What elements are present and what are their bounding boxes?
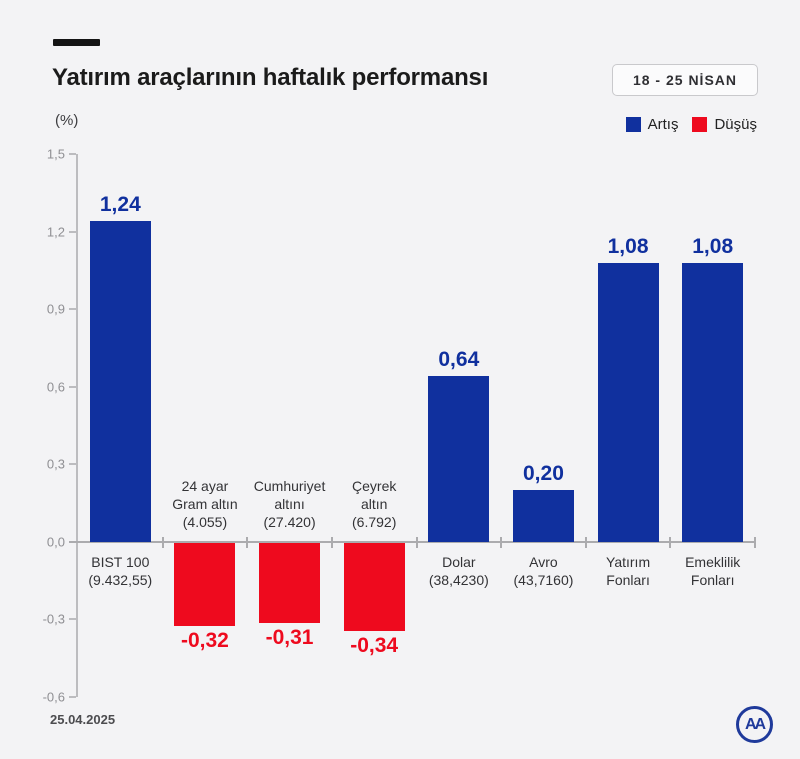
y-axis-line	[76, 154, 78, 697]
category-label-line: Yatırım	[606, 553, 651, 570]
category-label: Yatırım Fonları	[606, 553, 650, 589]
category-boundary-tick	[246, 536, 249, 548]
zero-baseline	[69, 540, 755, 543]
bar-positive	[597, 262, 659, 542]
bar-value-label: -0,31	[265, 626, 314, 649]
bar-value-label: 0,64	[438, 348, 480, 372]
bar-value-label: 1,08	[607, 234, 649, 258]
bar-value-label: -0,32	[181, 628, 229, 652]
category-label-line: Dolar	[442, 553, 476, 570]
category-label-line: (4.055)	[182, 513, 228, 530]
category-boundary-tick	[330, 536, 333, 548]
y-axis-tick-label: 0,9	[46, 301, 65, 317]
bar-positive	[89, 221, 151, 542]
category-label-line: (38,4230)	[428, 571, 489, 588]
date-range-label: 18 - 25 NİSAN	[632, 72, 738, 88]
category-boundary-tick	[500, 536, 503, 548]
category-boundary-tick	[669, 536, 672, 548]
agency-logo-text: AA	[744, 715, 766, 733]
category-label-line: Emeklilik	[685, 553, 741, 570]
y-axis-tick	[69, 696, 76, 698]
category-boundary-tick	[415, 536, 418, 548]
category-label-line: Cumhuriyet	[253, 477, 326, 494]
bar-value-label: -0,34	[350, 633, 399, 657]
bar-negative	[343, 542, 405, 631]
y-axis-tick	[69, 153, 76, 155]
y-axis-tick	[69, 618, 76, 621]
y-axis-tick-label: -0,3	[42, 611, 65, 627]
legend: Artış Düşüş	[625, 116, 757, 133]
bar-positive	[512, 490, 574, 542]
bar-value-label: 0,20	[523, 462, 564, 486]
category-label-line: (9.432,55)	[88, 571, 153, 588]
category-label-line: Fonları	[690, 571, 735, 588]
category-boundary-tick	[584, 536, 587, 548]
bar-positive	[682, 262, 744, 542]
bar-negative	[259, 542, 321, 623]
category-label: Avro (43,7160)	[513, 553, 573, 589]
date-range-badge: 18 - 25 NİSAN	[612, 64, 758, 96]
y-axis-tick-label: 1,5	[46, 146, 65, 162]
category-label: BIST 100 (9.432,55)	[88, 553, 152, 589]
legend-label-decrease: Düşüş	[714, 116, 757, 133]
category-label-line: (6.792)	[352, 513, 397, 530]
legend-label-increase: Artış	[647, 116, 679, 133]
category-label: Çeyrek altın (6.792)	[352, 477, 396, 531]
y-axis-tick	[69, 230, 76, 233]
category-label: Dolar (38,4230)	[429, 553, 489, 589]
category-label-line: 24 ayar	[181, 477, 229, 494]
category-label: Emeklilik Fonları	[685, 553, 740, 589]
category-label-line: Gram altın	[172, 495, 238, 512]
bar-negative	[174, 542, 236, 626]
category-label-line: BIST 100	[91, 553, 150, 570]
y-axis-tick	[69, 385, 76, 388]
category-label-line: Çeyrek	[352, 477, 397, 494]
category-label: Cumhuriyet altını (27.420)	[254, 477, 326, 531]
category-label-line: Avro	[529, 553, 558, 570]
y-axis-tick	[69, 308, 76, 311]
legend-item-decrease: Düşüş	[692, 116, 757, 133]
category-label-line: altın	[360, 495, 388, 512]
bar-positive	[428, 376, 490, 542]
increase-swatch-icon	[625, 117, 641, 132]
decrease-swatch-icon	[692, 117, 708, 132]
y-axis-tick-label: -0,6	[42, 689, 65, 705]
legend-item-increase: Artış	[625, 116, 679, 133]
bar-value-label: 1,24	[99, 193, 141, 217]
anadolu-agency-logo-icon: AA	[736, 706, 773, 743]
category-boundary-tick	[161, 536, 164, 548]
category-label: 24 ayar Gram altın (4.055)	[172, 477, 237, 531]
page-title: Yatırım araçlarının haftalık performansı	[52, 64, 489, 91]
y-axis-tick-label: 0,0	[46, 534, 65, 550]
category-label-line: (43,7160)	[513, 571, 574, 588]
publication-date: 25.04.2025	[50, 712, 116, 727]
y-axis-tick	[69, 463, 76, 466]
category-label-line: altını	[274, 495, 305, 512]
y-axis-tick-label: 0,3	[46, 456, 65, 472]
y-axis-unit-label: (%)	[55, 112, 79, 129]
title-accent-dash	[53, 39, 100, 46]
category-label-line: (27.420)	[263, 513, 316, 530]
y-axis-tick-label: 0,6	[46, 379, 65, 395]
y-axis-tick-label: 1,2	[46, 224, 65, 240]
category-boundary-tick	[754, 536, 756, 548]
bar-value-label: 1,08	[692, 234, 734, 258]
category-label-line: Fonları	[606, 571, 650, 588]
